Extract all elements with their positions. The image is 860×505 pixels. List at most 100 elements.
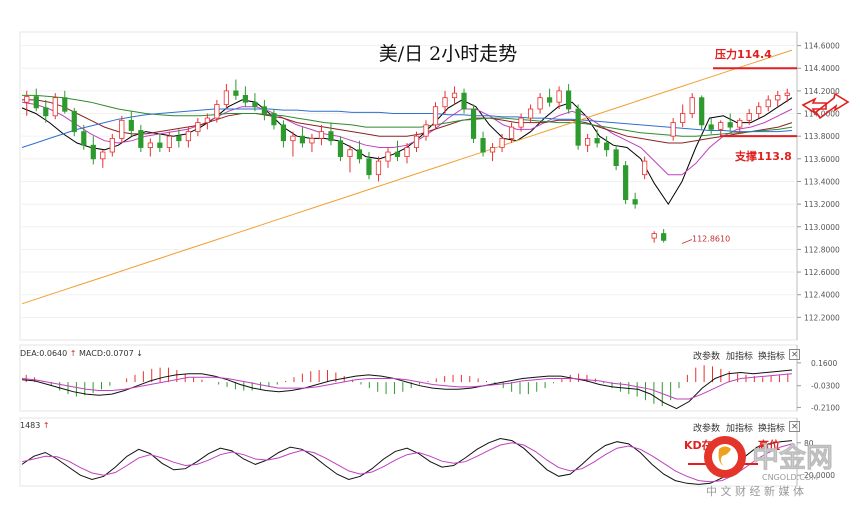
candle-body bbox=[252, 101, 258, 108]
macd-axis-ticks: 0.1600 -0.0300 -0.2100 bbox=[797, 359, 840, 412]
candle-body bbox=[727, 122, 733, 128]
add-indicator-button[interactable]: 加指标 bbox=[726, 352, 754, 362]
switch-indicator-button[interactable]: 换指标 bbox=[758, 352, 786, 362]
candle-body bbox=[718, 122, 724, 130]
brand-name: 中金网 bbox=[752, 442, 833, 474]
main-grid bbox=[20, 45, 797, 318]
candle-body bbox=[661, 233, 667, 241]
candle-body bbox=[318, 131, 325, 139]
up-arrow-icon: ↑ bbox=[69, 349, 77, 358]
candle-body bbox=[280, 124, 287, 142]
brand-slogan: 中 文 财 经 新 媒 体 bbox=[706, 484, 804, 498]
macd-tick-label: -0.0300 bbox=[811, 382, 840, 391]
candle-body bbox=[176, 135, 182, 142]
candle-body bbox=[81, 131, 87, 146]
candle-body bbox=[24, 96, 30, 103]
candle-body bbox=[594, 138, 600, 144]
candle-body bbox=[575, 108, 581, 146]
candle-body bbox=[195, 122, 201, 133]
candle-body bbox=[737, 119, 743, 128]
candle-body bbox=[546, 97, 553, 103]
close-macd-icon[interactable]: ✕ bbox=[789, 349, 800, 360]
macd-dea-line bbox=[21, 373, 793, 400]
change-params-button[interactable]: 改参数 bbox=[693, 424, 721, 434]
low-price-label: 112.8610 bbox=[692, 235, 730, 244]
macd-tick-label: 0.1600 bbox=[811, 359, 837, 368]
candle-body bbox=[100, 151, 106, 160]
candle-body bbox=[366, 158, 372, 176]
chart-title: 美/日 2小时走势 bbox=[379, 43, 518, 65]
candle-body bbox=[223, 90, 229, 105]
candle-body bbox=[404, 147, 410, 157]
candle-body bbox=[689, 97, 695, 114]
candle-body bbox=[309, 138, 315, 144]
kdj-tick-label: 80 bbox=[804, 439, 814, 448]
price-tick-label: 113.0000 bbox=[804, 223, 840, 232]
candle-body bbox=[699, 97, 705, 126]
candle-body bbox=[261, 106, 268, 114]
candle-body bbox=[537, 97, 543, 110]
candle-body bbox=[52, 97, 58, 117]
down-arrow-icon: ↓ bbox=[136, 349, 143, 358]
candle-body bbox=[62, 97, 68, 112]
candlesticks bbox=[24, 79, 790, 243]
candle-body bbox=[43, 107, 49, 117]
candle-body bbox=[271, 113, 277, 126]
candle-body bbox=[128, 119, 134, 131]
candle-body bbox=[394, 151, 401, 157]
kd-label-1: KD在 bbox=[684, 438, 713, 452]
candle-body bbox=[489, 147, 496, 153]
candle-body bbox=[708, 124, 714, 130]
candle-body bbox=[214, 104, 220, 119]
candle-body bbox=[784, 92, 790, 96]
candle-body bbox=[385, 151, 391, 162]
add-indicator-button[interactable]: 加指标 bbox=[726, 424, 754, 434]
kdj-lines bbox=[21, 437, 793, 485]
kdj-legend: 1483 ↑ bbox=[20, 421, 50, 430]
candle-body bbox=[604, 142, 610, 151]
candle-body bbox=[233, 90, 239, 96]
price-tick-label: 113.4000 bbox=[804, 177, 840, 186]
candle-body bbox=[632, 199, 638, 205]
close-kdj-icon[interactable]: ✕ bbox=[789, 421, 800, 432]
candle-body bbox=[166, 135, 172, 148]
candle-body bbox=[328, 131, 334, 142]
candle-body bbox=[642, 160, 648, 176]
candle-body bbox=[109, 138, 115, 153]
candle-body bbox=[461, 92, 467, 110]
macd-legend: DEA:0.0640 ↑ MACD:0.0707 ↓ bbox=[20, 349, 143, 358]
ma-line-4 bbox=[21, 108, 793, 148]
candle-body bbox=[508, 126, 515, 139]
macd-lines bbox=[21, 369, 793, 410]
arrow-right-icon bbox=[801, 92, 850, 120]
price-tick-label: 114.0000 bbox=[804, 110, 840, 119]
price-tick-label: 112.4000 bbox=[804, 291, 840, 300]
switch-indicator-button[interactable]: 换指标 bbox=[758, 424, 786, 434]
candle-body bbox=[623, 165, 629, 200]
change-params-button[interactable]: 改参数 bbox=[693, 352, 721, 362]
kdj-d-line bbox=[21, 442, 793, 483]
kd-label-2: 高位 bbox=[758, 438, 780, 452]
macd-value: MACD:0.0707 bbox=[79, 349, 134, 358]
candle-body bbox=[432, 106, 439, 126]
candle-body bbox=[356, 149, 363, 160]
candle-body bbox=[651, 233, 657, 239]
macd-dif-line bbox=[21, 369, 793, 410]
candle-body bbox=[337, 140, 344, 157]
candle-body bbox=[138, 130, 144, 148]
candle-body bbox=[413, 135, 420, 148]
up-arrow-icon: ↑ bbox=[42, 421, 50, 430]
candle-body bbox=[90, 144, 96, 160]
candle-body bbox=[119, 119, 125, 139]
candle-body bbox=[242, 95, 248, 103]
price-tick-label: 113.8000 bbox=[804, 132, 840, 141]
candle-body bbox=[527, 108, 534, 119]
candle-body bbox=[470, 108, 477, 139]
price-tick-label: 112.6000 bbox=[804, 268, 840, 277]
kdj-panel bbox=[19, 417, 798, 487]
candle-body bbox=[518, 117, 524, 128]
kdj-axis-ticks: 80 20.0000 bbox=[797, 439, 835, 480]
candle-body bbox=[775, 95, 781, 101]
price-tick-label: 114.2000 bbox=[804, 87, 840, 96]
